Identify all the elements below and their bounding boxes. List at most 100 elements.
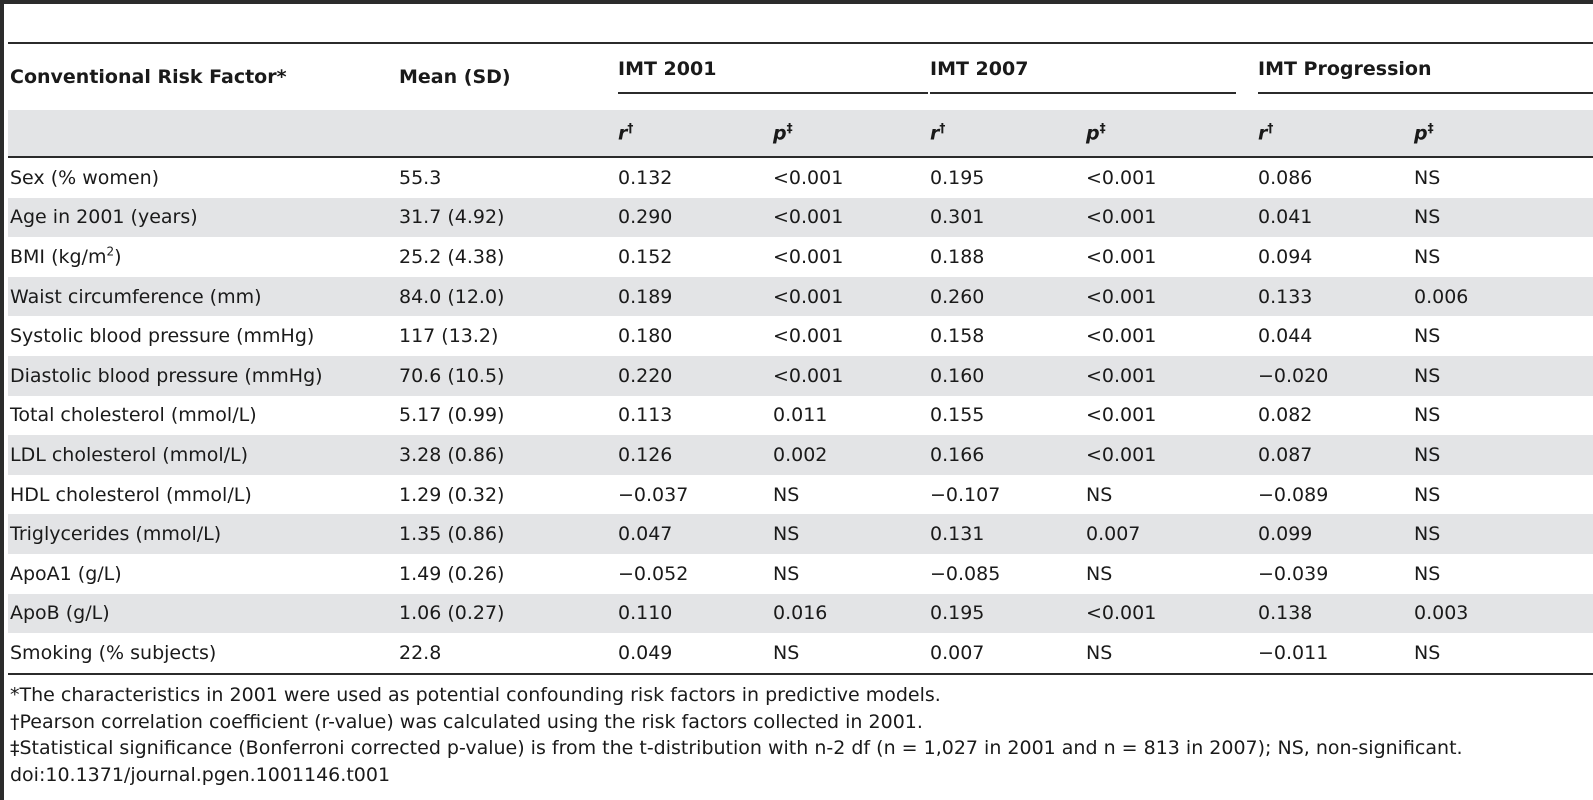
header-r-2001: r† xyxy=(616,110,771,156)
cell-r2001: 0.113 xyxy=(618,404,673,427)
cell-r2007: 0.195 xyxy=(930,166,985,189)
cell-r2001: 0.126 xyxy=(616,435,771,475)
cell-rprog: −0.020 xyxy=(1256,355,1412,396)
cell-p2001: 0.002 xyxy=(771,435,928,475)
cell-r2001: −0.037 xyxy=(618,483,689,506)
cell-p2007: <0.001 xyxy=(1084,276,1256,317)
header-group-imt-2007: IMT 2007 xyxy=(928,44,1256,110)
cell-rprog: 0.041 xyxy=(1256,197,1412,238)
cell-risk-factor: LDL cholesterol (mmol/L) xyxy=(8,435,397,475)
table-row: ApoA1 (g/L) 1.49 (0.26) −0.052 NS −0.085 NS −0… xyxy=(8,554,1593,594)
cell-risk-factor: Diastolic blood pressure (mmHg) xyxy=(8,355,397,396)
table-row: Total cholesterol (mmol/L) 5.17 (0.99) 0.1… xyxy=(8,396,1593,436)
header-p-progression: p‡ xyxy=(1412,110,1593,156)
header-p-2007: p‡ xyxy=(1084,110,1256,156)
cell-rprog: −0.039 xyxy=(1258,562,1329,585)
cell-rprog: 0.086 xyxy=(1258,166,1313,189)
cell-r2001: 0.220 xyxy=(616,355,771,396)
cell-mean: 1.06 (0.27) xyxy=(397,593,616,634)
cell-pprog: NS xyxy=(1412,435,1593,475)
cell-mean: 1.29 (0.32) xyxy=(399,483,505,506)
cell-risk-factor: Waist circumference (mm) xyxy=(8,276,397,317)
cell-pprog: NS xyxy=(1414,562,1441,585)
cell-r2001: 0.132 xyxy=(618,166,673,189)
cell-pprog: NS xyxy=(1414,166,1441,189)
cell-p2001: <0.001 xyxy=(771,276,928,317)
cell-rprog: 0.082 xyxy=(1258,404,1313,427)
cell-p2001: 0.016 xyxy=(771,593,928,634)
cell-rprog: 0.087 xyxy=(1256,435,1412,475)
cell-mean: 117 (13.2) xyxy=(399,325,499,348)
cell-r2001: 0.110 xyxy=(616,593,771,634)
cell-p2001: <0.001 xyxy=(771,355,928,396)
cell-rprog: 0.138 xyxy=(1256,593,1412,634)
table-row: Triglycerides (mmol/L) 1.35 (0.86) 0.047 NS… xyxy=(8,514,1593,554)
cell-mean: 22.8 xyxy=(397,633,616,675)
cell-rprog: −0.011 xyxy=(1256,633,1412,675)
cell-p2001: NS xyxy=(773,483,800,506)
cell-r2007: 0.155 xyxy=(930,404,985,427)
cell-p2001: NS xyxy=(771,633,928,675)
cell-r2001: −0.052 xyxy=(618,562,689,585)
table-row: ApoB (g/L) 1.06 (0.27) 0.110 0.016 0.195 <0.0… xyxy=(8,593,1593,634)
cell-p2007: <0.001 xyxy=(1086,166,1157,189)
cell-mean: 70.6 (10.5) xyxy=(397,355,616,396)
cell-p2001: <0.001 xyxy=(773,325,844,348)
header-blank xyxy=(397,110,616,156)
header-risk-factor: Conventional Risk Factor* xyxy=(10,66,287,88)
header-r-2007: r† xyxy=(928,110,1084,156)
cell-r2007: 0.301 xyxy=(928,197,1084,238)
cell-p2007: <0.001 xyxy=(1086,245,1157,268)
header-group-imt-progression: IMT Progression xyxy=(1256,44,1593,110)
cell-r2007: −0.107 xyxy=(930,483,1001,506)
cell-risk-factor: Triglycerides (mmol/L) xyxy=(8,514,397,554)
cell-risk-factor: Age in 2001 (years) xyxy=(8,197,397,238)
cell-p2007: <0.001 xyxy=(1084,197,1256,238)
cell-p2007: <0.001 xyxy=(1086,325,1157,348)
cell-rprog: 0.133 xyxy=(1256,276,1412,317)
table-row: Sex (% women) 55.3 0.132 <0.001 0.195 <0.001 0… xyxy=(8,157,1593,198)
cell-r2007: 0.166 xyxy=(928,435,1084,475)
cell-rprog: −0.089 xyxy=(1258,483,1329,506)
cell-p2001: <0.001 xyxy=(773,166,844,189)
cell-rprog: 0.044 xyxy=(1258,325,1313,348)
left-border-rule xyxy=(0,0,4,800)
cell-p2007: <0.001 xyxy=(1084,435,1256,475)
cell-p2007: NS xyxy=(1086,483,1113,506)
table-row: Waist circumference (mm) 84.0 (12.0) 0.189… xyxy=(8,276,1593,317)
cell-r2007: 0.195 xyxy=(928,593,1084,634)
table-row: Systolic blood pressure (mmHg) 117 (13.2)… xyxy=(8,316,1593,356)
cell-risk-factor: BMI (kg/m2) xyxy=(10,244,122,268)
cell-r2001: 0.189 xyxy=(616,276,771,317)
cell-rprog: 0.094 xyxy=(1258,245,1313,268)
cell-r2007: 0.160 xyxy=(928,355,1084,396)
cell-p2007: NS xyxy=(1084,633,1256,675)
cell-r2001: 0.047 xyxy=(616,514,771,554)
cell-p2001: 0.011 xyxy=(773,404,828,427)
cell-r2007: −0.085 xyxy=(930,562,1001,585)
cell-p2001: NS xyxy=(773,562,800,585)
cell-r2007: 0.158 xyxy=(930,325,985,348)
table-row: Smoking (% subjects) 22.8 0.049 NS 0.007 NS −0… xyxy=(8,633,1593,675)
cell-r2007: 0.260 xyxy=(928,276,1084,317)
table-row: HDL cholesterol (mmol/L) 1.29 (0.32) −0.03… xyxy=(8,475,1593,515)
cell-p2007: <0.001 xyxy=(1086,404,1157,427)
table-body: Sex (% women) 55.3 0.132 <0.001 0.195 <0.001 0… xyxy=(8,157,1593,675)
header-group-imt-2001: IMT 2001 xyxy=(616,44,928,110)
cell-pprog: NS xyxy=(1414,325,1441,348)
cell-risk-factor: Systolic blood pressure (mmHg) xyxy=(10,325,315,348)
cell-r2007: 0.007 xyxy=(928,633,1084,675)
cell-pprog: NS xyxy=(1414,483,1441,506)
cell-risk-factor: Smoking (% subjects) xyxy=(8,633,397,675)
footnote-asterisk: *The characteristics in 2001 were used a… xyxy=(10,684,941,706)
cell-pprog: NS xyxy=(1414,245,1441,268)
cell-mean: 3.28 (0.86) xyxy=(397,435,616,475)
cell-risk-factor: ApoA1 (g/L) xyxy=(10,562,122,585)
cell-mean: 31.7 (4.92) xyxy=(397,197,616,238)
cell-risk-factor: Total cholesterol (mmol/L) xyxy=(10,404,257,427)
cell-p2001: NS xyxy=(771,514,928,554)
header-mean-sd: Mean (SD) xyxy=(399,66,511,88)
cell-pprog: NS xyxy=(1412,514,1593,554)
table-row: Diastolic blood pressure (mmHg) 70.6 (10.… xyxy=(8,355,1593,396)
cell-p2007: NS xyxy=(1086,562,1113,585)
